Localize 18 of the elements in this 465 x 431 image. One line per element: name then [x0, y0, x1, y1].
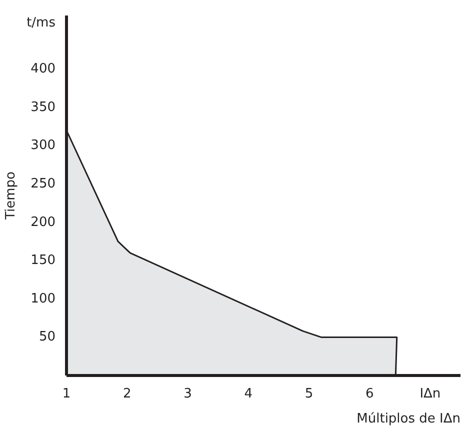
y-tick-label: 150: [30, 253, 56, 268]
y-tick-label: 50: [38, 330, 56, 345]
x-tick-label: 4: [244, 386, 252, 402]
x-tick-label: 5: [304, 386, 314, 402]
x-tick-label: 1: [62, 386, 71, 402]
y-tick-label: t/ms: [26, 16, 56, 31]
x-tick-label: 6: [365, 386, 374, 402]
x-tick-label: 3: [184, 386, 192, 402]
y-tick-label: 400: [30, 62, 56, 77]
y-tick-label: 200: [30, 214, 56, 230]
y-tick-label: 350: [30, 100, 56, 115]
y-tick-label: 300: [30, 138, 56, 154]
x-tick-label: IΔn: [420, 386, 441, 402]
y-tick-label: 100: [30, 291, 56, 306]
y-tick-label: 250: [30, 176, 56, 192]
x-axis-title: Múltiplos de IΔn: [356, 412, 461, 426]
y-axis-title: Tiempo: [4, 171, 19, 221]
x-tick-label: 2: [122, 386, 132, 402]
